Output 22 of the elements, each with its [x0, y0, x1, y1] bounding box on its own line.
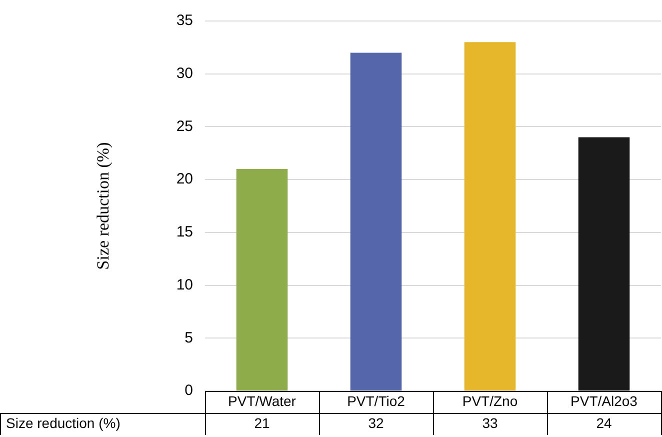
data-label: 32: [368, 414, 384, 431]
bar: [464, 42, 516, 390]
bar: [350, 52, 402, 390]
bar: [578, 137, 630, 390]
text: Size reduction (%): [6, 414, 120, 431]
y-tick-label: 5: [184, 329, 193, 346]
x-tick-label: PVT/Zno: [462, 392, 518, 409]
x-tick-label: PVT/Water: [228, 392, 296, 409]
y-tick-label: 10: [176, 276, 193, 294]
y-tick-label: 30: [176, 65, 193, 82]
y-tick-label: 35: [176, 12, 193, 30]
y-tick-label: 15: [176, 224, 193, 241]
data-label: 24: [596, 414, 612, 431]
y-tick-label: 0: [184, 382, 193, 400]
x-tick-label: PVT/Tio2: [347, 392, 406, 409]
x-tick-label: PVT/Al2o3: [570, 392, 638, 409]
data-label: 21: [254, 414, 270, 431]
y-tick-label: 20: [176, 170, 193, 188]
bar: [236, 169, 288, 390]
y-axis-title: Size reduction (%): [94, 142, 113, 270]
data-label: 33: [482, 414, 498, 431]
y-tick-label: 25: [176, 118, 193, 135]
